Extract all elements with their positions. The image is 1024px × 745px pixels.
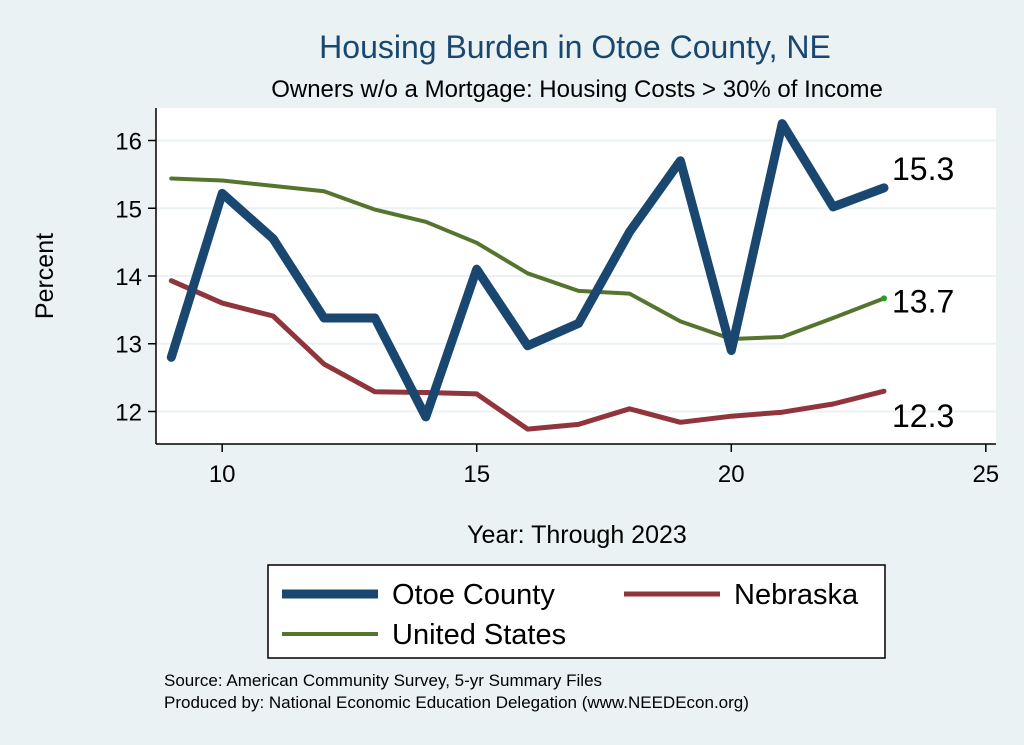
y-tick-label: 13 — [115, 332, 142, 359]
y-tick-label: 16 — [115, 129, 142, 156]
legend-label: Otoe County — [392, 579, 555, 611]
legend-entries: Otoe County Nebraska United States — [282, 579, 859, 651]
source-note: Source: American Community Survey, 5-yr … — [164, 671, 602, 690]
end-value-label: 13.7 — [892, 283, 954, 319]
series-line-otoe-county — [166, 119, 889, 422]
produced-by-note: Produced by: National Economic Education… — [164, 693, 749, 712]
axes: 12 13 14 15 16 10 15 20 25 — [115, 108, 999, 488]
end-value-label: 12.3 — [892, 398, 954, 434]
y-axis-label: Percent — [31, 233, 59, 319]
chart-title: Housing Burden in Otoe County, NE — [319, 29, 831, 65]
y-tick-label: 14 — [115, 264, 142, 291]
end-value-label: 15.3 — [892, 151, 954, 187]
united-states-endpoint-marker — [881, 295, 887, 302]
x-tick-label: 20 — [718, 461, 745, 488]
end-labels: 15.3 13.7 12.3 — [892, 151, 954, 434]
x-tick-label: 15 — [463, 461, 490, 488]
chart-subtitle: Owners w/o a Mortgage: Housing Costs > 3… — [271, 76, 883, 103]
series-line-united-states — [169, 176, 886, 341]
x-tick-label: 10 — [209, 461, 236, 488]
x-tick-label: 25 — [972, 461, 999, 488]
series-lines — [166, 119, 889, 432]
y-tick-label: 12 — [115, 399, 142, 426]
series-line-nebraska — [168, 278, 887, 432]
x-axis-label: Year: Through 2023 — [467, 521, 687, 549]
y-tick-label: 15 — [115, 196, 142, 223]
legend-label: United States — [392, 619, 566, 651]
legend-label: Nebraska — [734, 579, 859, 611]
legend — [267, 564, 886, 659]
